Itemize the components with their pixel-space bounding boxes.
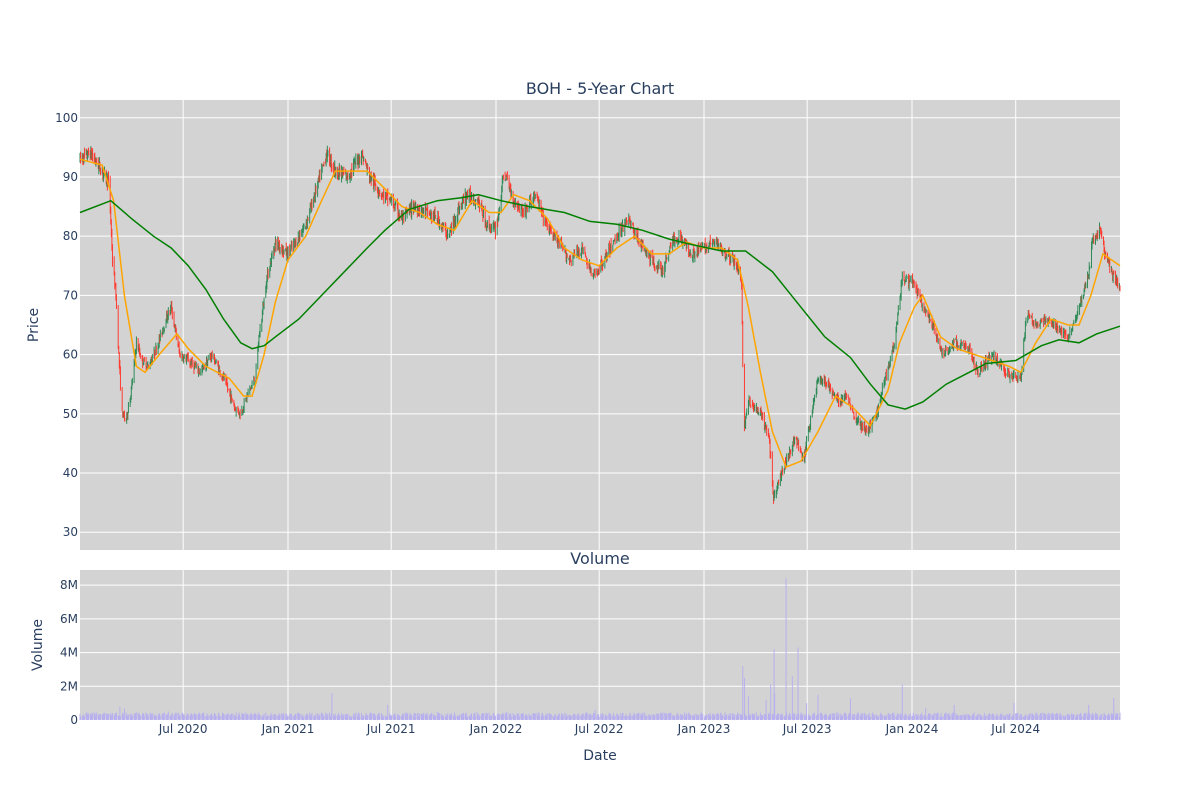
price-plot-background [80, 100, 1120, 550]
x-axis-label: Date [583, 748, 616, 764]
x-tick-label: Jan 2023 [677, 722, 731, 736]
x-tick-label: Jan 2024 [885, 722, 939, 736]
price-y-tick-label: 90 [63, 170, 78, 184]
x-tick-label: Jan 2022 [469, 722, 523, 736]
price-y-tick-label: 60 [63, 348, 78, 362]
volume-plot-background [80, 570, 1120, 720]
x-tick-label: Jul 2024 [990, 722, 1040, 736]
price-gridlines [80, 100, 1120, 550]
price-candles [79, 145, 1121, 504]
x-tick-label: Jul 2022 [574, 722, 624, 736]
volume-y-tick-label: 0 [70, 713, 78, 727]
price-y-tick-label: 50 [63, 407, 78, 421]
price-y-tick-label: 30 [63, 525, 78, 539]
price-chart-title: BOH - 5-Year Chart [526, 79, 674, 98]
price-y-tick-label: 40 [63, 466, 78, 480]
x-tick-label: Jan 2021 [261, 722, 315, 736]
volume-y-tick-labels: 0 2M 4M 6M 8M [60, 578, 78, 727]
x-tick-label: Jul 2021 [366, 722, 416, 736]
price-y-axis-label: Price [26, 308, 42, 342]
price-y-tick-label: 70 [63, 288, 78, 302]
volume-y-tick-label: 4M [60, 646, 78, 660]
volume-chart-title: Volume [570, 549, 630, 568]
price-y-tick-label: 80 [63, 229, 78, 243]
price-y-tick-label: 100 [55, 111, 78, 125]
volume-y-tick-label: 8M [60, 578, 78, 592]
x-tick-label: Jul 2023 [782, 722, 832, 736]
volume-y-tick-label: 2M [60, 679, 78, 693]
x-tick-labels: Jul 2020 Jan 2021 Jul 2021 Jan 2022 Jul 2022… [158, 722, 1040, 736]
sma-long-line [79, 193, 1121, 410]
price-y-tick-labels: 30 40 50 60 70 80 90 100 [55, 111, 78, 539]
x-tick-label: Jul 2020 [158, 722, 208, 736]
volume-bars [79, 578, 1121, 720]
volume-y-tick-label: 6M [60, 612, 78, 626]
volume-y-axis-label: Volume [30, 619, 46, 671]
sma-short-line [79, 158, 1121, 469]
